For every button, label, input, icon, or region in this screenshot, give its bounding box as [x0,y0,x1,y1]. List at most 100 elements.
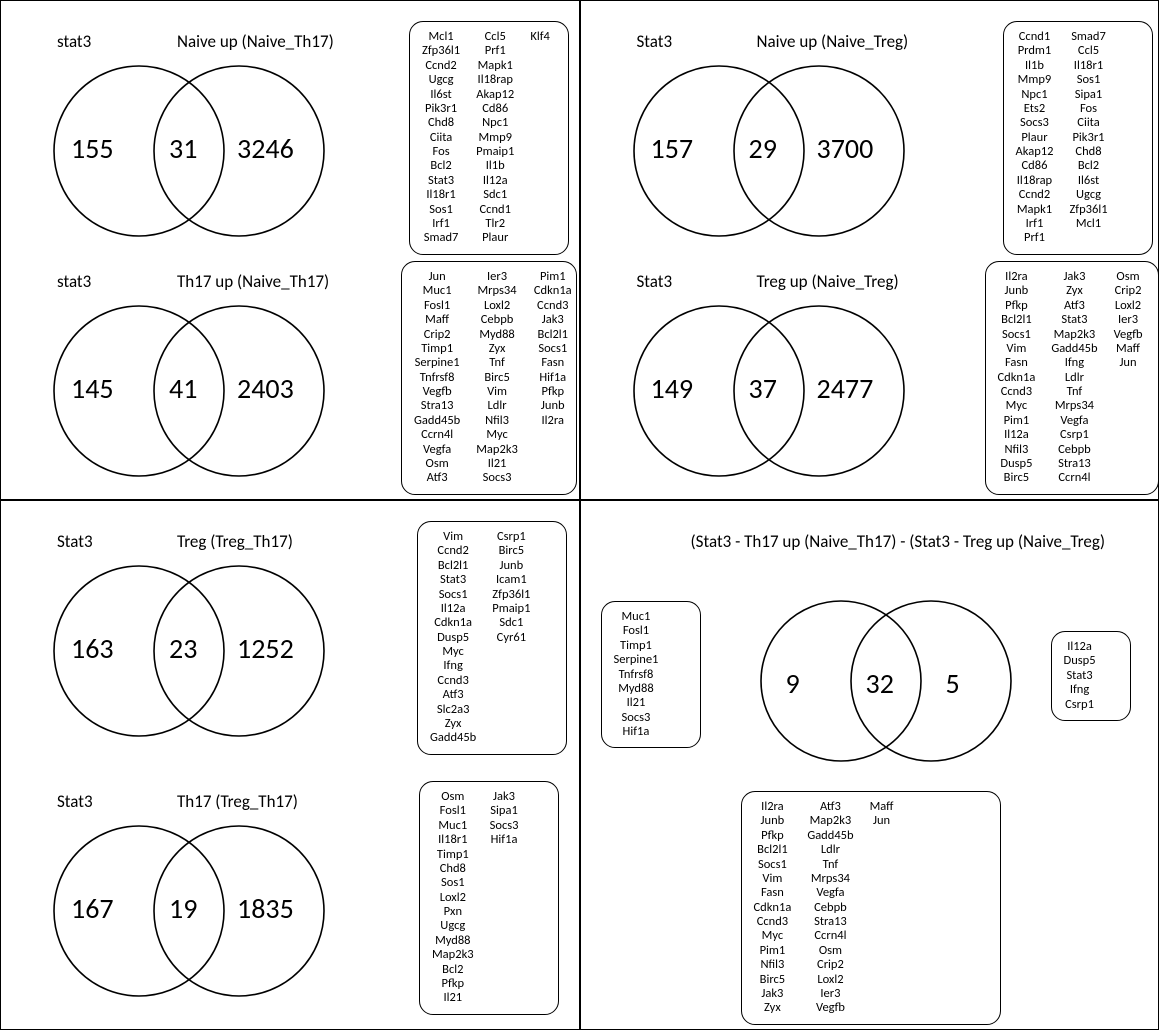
gene-name: Tnf [1067,385,1083,399]
gene-name: Smad7 [424,231,459,245]
gene-name: Ciita [430,131,452,145]
gene-name: Vim [443,530,463,544]
gene-name: Cd86 [1022,159,1048,173]
gene-name: Tnfrsf8 [420,371,455,385]
gene-name: Osm [1116,270,1139,284]
gene-column: Il2raJunbPfkpBcl2l1Socs1VimFasnCdkn1aCcn… [998,270,1036,486]
gene-name: Ccl5 [485,30,506,44]
gene-name: Ugcg [440,919,465,933]
gene-name: Ccnd1 [480,203,511,217]
gene-name: Mmp9 [1018,73,1052,87]
gene-column: Mcl1Zfp36l1Ccnd2UgcgIl6stPik3r1Chd8Ciita… [422,30,460,246]
gene-name: Tnf [489,356,505,370]
venn-label-left: Stat3 [57,791,93,812]
gene-name: Stat3 [1066,669,1092,683]
gene-name: Cebpb [814,901,847,915]
venn-count-right: 3246 [237,131,294,166]
gene-name: Ifng [443,659,462,673]
gene-name: Irf1 [432,217,450,231]
gene-name: Myd88 [618,682,653,696]
gene-name: Ccnd3 [1001,385,1032,399]
gene-name: Mrps34 [477,284,516,298]
gene-name: Klf4 [530,30,550,44]
gene-name: Junb [761,814,785,828]
gene-column: Pim1Cdkn1aCcnd3Jak3Bcl2l1Socs1FasnHif1aP… [534,270,572,486]
gene-name: Il21 [627,696,646,710]
gene-name: Sdc1 [499,616,523,630]
gene-name: Tnfrsf8 [619,668,654,682]
gene-name: Ldlr [1065,371,1084,385]
gene-name: Il18r1 [426,188,455,202]
gene-name: Mcl1 [428,30,453,44]
gene-name: Jun [873,814,890,828]
gene-name: Maff [1116,342,1140,356]
gene-name: Pim1 [540,270,566,284]
gene-name: Bcl2l1 [1001,313,1032,327]
gene-name: Ets2 [1024,102,1045,116]
gene-name: Pik3r1 [1072,131,1104,145]
gene-name: Hif1a [623,725,650,739]
gene-column: Jak3ZyxAtf3Stat3Map2k3Gadd45bIfngLdlrTnf… [1051,270,1097,486]
venn-count-right: 1835 [237,891,294,926]
gene-name: Atf3 [443,688,464,702]
gene-name: Ccnd2 [1019,188,1050,202]
gene-name: Chd8 [440,862,466,876]
gene-name: Mrps34 [811,872,850,886]
venn-label-left: Stat3 [637,31,673,52]
gene-name: Stat3 [1061,313,1087,327]
venn-count-left: 163 [71,631,114,666]
gene-column: Jak3Sipa1Socs3Hif1a [490,790,519,1006]
gene-name: Akap12 [476,88,514,102]
venn-label-left: Stat3 [57,531,93,552]
gene-name: Vegfa [1060,414,1088,428]
gene-name: Pfkp [442,977,465,991]
gene-name: Map2k3 [810,814,852,828]
gene-name: Il6st [1078,174,1099,188]
gene-name: Vegfb [423,385,452,399]
gene-name: Socs1 [439,588,468,602]
venn-count-left: 9 [786,666,800,701]
gene-name: Zyx [764,1001,781,1015]
gene-name: Cyr61 [497,631,526,645]
gene-name: Bcl2 [430,159,451,173]
gene-name: Junb [541,399,565,413]
gene-name: Socs1 [758,858,787,872]
gene-name: Nfil3 [485,414,509,428]
gene-column: OsmCrip2Loxl2Ier3VegfbMaffJun [1114,270,1143,486]
gene-name: Zfp36l1 [1069,203,1107,217]
gene-name: Smad7 [1071,30,1106,44]
gene-name: Mrps34 [1055,399,1094,413]
gene-name: Irf1 [1026,217,1044,231]
venn-count-left: 157 [651,131,694,166]
figure-grid: stat3 Naive up (Naive_Th17) 155 31 3246 … [0,0,1159,1030]
gene-name: Fasn [761,886,784,900]
panel-tr2: Stat3 Treg up (Naive_Treg) 149 37 2477 I… [589,251,1151,491]
venn-count-left: 145 [71,371,114,406]
gene-name: Map2k3 [432,948,474,962]
venn-br: 9 32 5 [736,581,1036,771]
gene-name: Stra13 [421,399,454,413]
gene-name: Sos1 [429,203,453,217]
gene-name: Npc1 [1021,88,1047,102]
gene-name: Tnf [823,858,839,872]
panel-tr1: Stat3 Naive up (Naive_Treg) 157 29 3700 … [589,11,1151,251]
gene-name: Pmaip1 [476,145,514,159]
gene-name: Mmp9 [478,131,512,145]
gene-name: Csrp1 [497,530,526,544]
gene-name: Ugcg [429,73,454,87]
gene-name: Pfkp [1005,299,1028,313]
gene-name: Fasn [541,356,564,370]
gene-name: Bcl2 [1078,159,1099,173]
gene-name: Loxl2 [817,973,843,987]
gene-name: Bcl2l1 [538,328,569,342]
gene-name: Muc1 [438,819,467,833]
gene-box-tr2: Il2raJunbPfkpBcl2l1Socs1VimFasnCdkn1aCcn… [985,261,1159,495]
gene-name: Npc1 [482,116,508,130]
gene-name: Vegfa [816,886,844,900]
gene-name: Dusp5 [1000,457,1032,471]
gene-name: Timp1 [437,848,469,862]
gene-column: MaffJun [870,800,894,1016]
gene-name: Nfil3 [760,958,784,972]
gene-column: Csrp1Birc5JunbIcam1Zfp36l1Pmaip1Sdc1Cyr6… [492,530,530,746]
gene-name: Serpine1 [614,653,659,667]
